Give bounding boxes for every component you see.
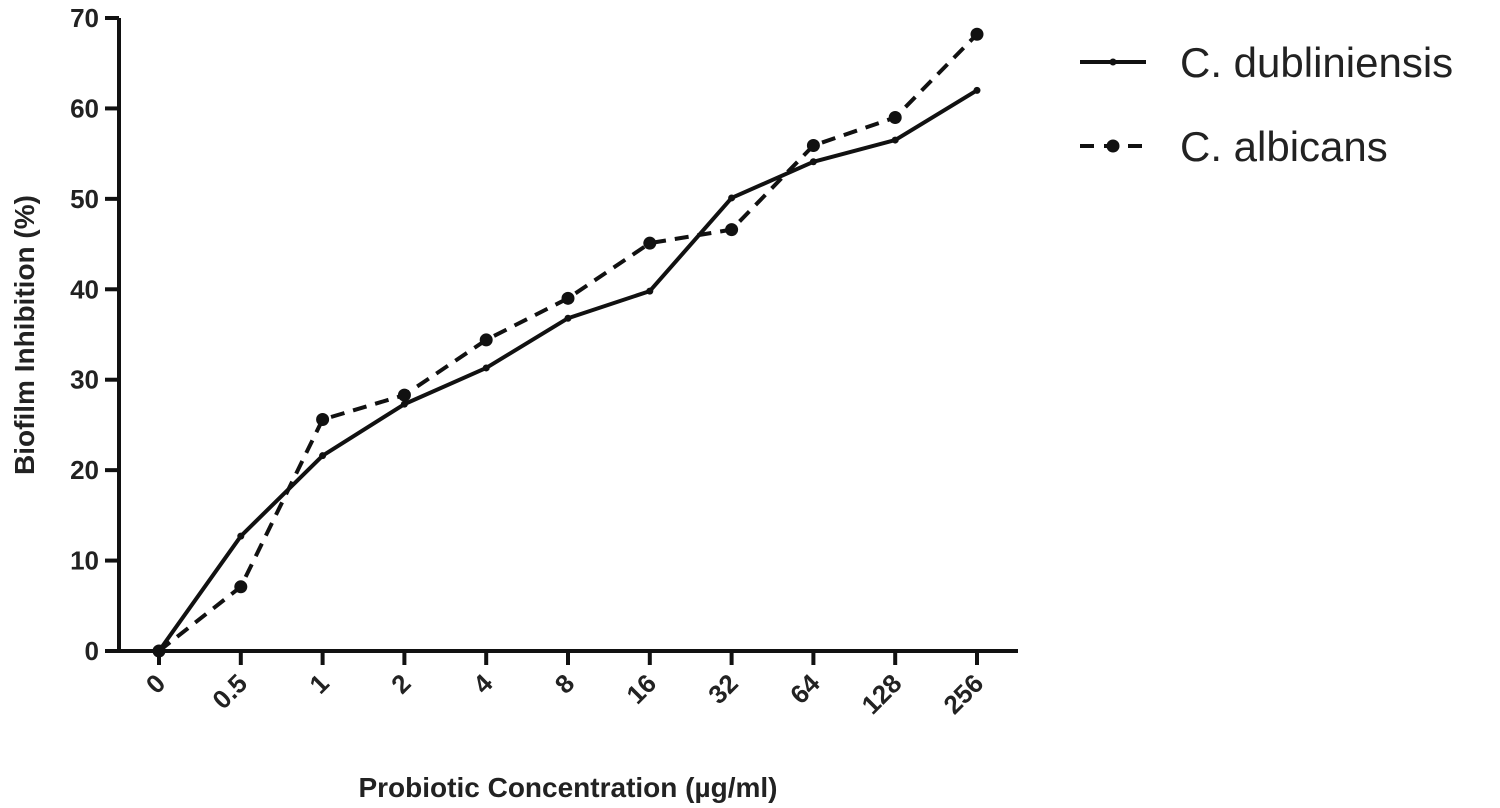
- data-point: [646, 287, 654, 295]
- y-tick-label: 10: [70, 546, 99, 576]
- y-tick-label: 60: [70, 93, 99, 123]
- legend: C. dubliniensis C. albicans: [1080, 39, 1453, 170]
- y-axis-title: Biofilm Inhibition (%): [9, 195, 40, 475]
- data-point: [152, 644, 166, 658]
- data-point: [561, 291, 575, 305]
- legend-label: C. dubliniensis: [1180, 39, 1453, 86]
- series: [152, 27, 984, 658]
- series-line-dashed: [157, 32, 979, 653]
- data-point: [973, 86, 981, 94]
- data-point: [806, 139, 820, 153]
- data-point: [319, 452, 327, 460]
- data-point: [237, 532, 245, 540]
- x-tick-label: 0.5: [206, 668, 253, 715]
- data-point: [482, 364, 490, 372]
- x-tick-label: 1: [303, 668, 334, 699]
- legend-marker: [1109, 58, 1117, 66]
- series-line-solid: [157, 88, 979, 653]
- x-tick-label: 32: [702, 668, 744, 710]
- x-tick-label: 256: [937, 668, 989, 720]
- x-tick-label: 16: [620, 668, 662, 710]
- x-tick-label: 128: [856, 668, 908, 720]
- x-tick-label: 64: [784, 668, 826, 710]
- data-point: [397, 388, 411, 402]
- legend-label: C. albicans: [1180, 123, 1388, 170]
- x-tick-label: 0: [140, 668, 171, 699]
- data-point: [891, 136, 899, 144]
- y-tick-label: 20: [70, 455, 99, 485]
- data-point: [809, 158, 817, 166]
- data-point: [643, 236, 657, 250]
- data-point: [400, 400, 408, 408]
- axes: [117, 18, 1018, 653]
- x-ticks: 0 0.5 1 2 4 8 16 32 64 128 256: [140, 651, 989, 720]
- x-tick-label: 4: [467, 668, 499, 700]
- data-point: [888, 110, 902, 124]
- data-point: [316, 413, 330, 427]
- x-tick-label: 2: [385, 668, 416, 699]
- legend-marker: [1106, 139, 1120, 153]
- x-tick-label: 8: [549, 668, 580, 699]
- data-point: [728, 194, 736, 202]
- y-tick-label: 30: [70, 365, 99, 395]
- y-ticks: 0 10 20 30 40 50 60 70: [70, 3, 119, 666]
- y-tick-label: 0: [85, 636, 99, 666]
- data-point: [970, 27, 984, 41]
- data-point: [725, 223, 739, 237]
- x-axis-title: Probiotic Concentration (µg/ml): [358, 772, 777, 803]
- y-tick-label: 40: [70, 274, 99, 304]
- y-tick-label: 50: [70, 184, 99, 214]
- data-point: [234, 580, 248, 594]
- data-point: [479, 333, 493, 347]
- y-tick-label: 70: [70, 3, 99, 33]
- data-point: [564, 314, 572, 322]
